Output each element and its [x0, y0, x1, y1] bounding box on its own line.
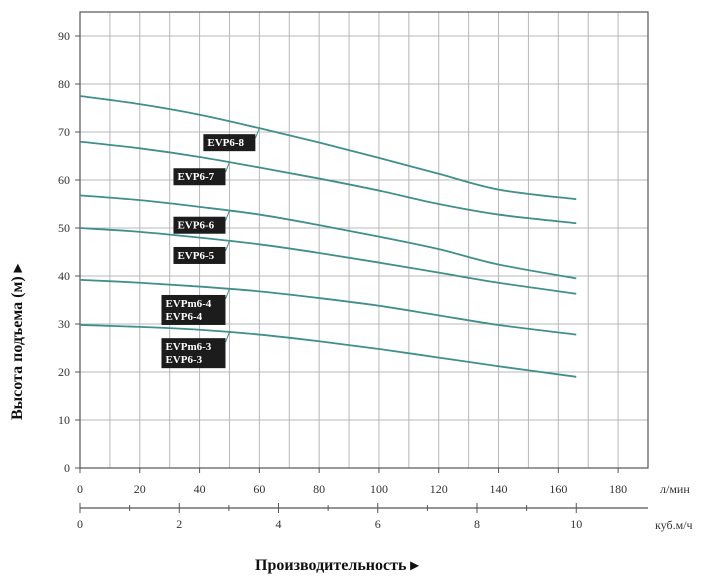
- y-tick-label: 90: [58, 29, 70, 43]
- label-box: [173, 168, 226, 186]
- label-box: [203, 134, 256, 152]
- x-tick-label: 40: [194, 482, 206, 496]
- y-tick-label: 10: [58, 413, 70, 427]
- curve-label-evp6-7: EVP6-7: [173, 162, 230, 186]
- y-tick-label: 70: [58, 125, 70, 139]
- curve-label-evp6-6: EVP6-6: [173, 210, 230, 234]
- label-box: [161, 294, 226, 325]
- y-tick-label: 50: [58, 221, 70, 235]
- label-leader-line: [225, 240, 230, 252]
- x2-tick-label: 0: [77, 517, 83, 531]
- label-leader-line: [225, 331, 230, 343]
- x2-tick-label: 6: [375, 517, 381, 531]
- y-tick-label: 80: [58, 77, 70, 91]
- curve-labels: EVP6-8EVP6-7EVP6-6EVP6-5EVPm6-4EVP6-4EVP…: [161, 127, 260, 369]
- y-tick-label: 40: [58, 269, 70, 283]
- x-axis-primary-ticks: 0 20 40 60 80 100 120 140 160 180: [77, 468, 627, 496]
- curve-label-evp6-5: EVP6-5: [173, 240, 230, 264]
- curve-evp6-5: [79, 227, 577, 295]
- x-axis-secondary: 0 2 4 6 8 10: [77, 503, 648, 531]
- x-tick-label: 180: [609, 482, 627, 496]
- x-tick-label: 20: [134, 482, 146, 496]
- y-tick-label: 30: [58, 317, 70, 331]
- curve-evpm6-4-evp6-4: [79, 278, 577, 336]
- label-text: EVP6-4: [165, 311, 202, 323]
- label-text: EVP6-3: [165, 354, 202, 366]
- curve-label-evp6-8: EVP6-8: [203, 127, 260, 152]
- x-tick-label: 80: [313, 482, 325, 496]
- label-box: [173, 246, 226, 264]
- x-tick-label: 160: [549, 482, 567, 496]
- label-leader-line: [225, 288, 230, 300]
- x2-tick-label: 2: [176, 517, 182, 531]
- curve-evp6-7: [79, 140, 577, 225]
- x-tick-label: 60: [253, 482, 265, 496]
- x-axis-title: Производительность ▸: [255, 557, 419, 574]
- label-box: [161, 338, 226, 369]
- curves: [79, 95, 577, 378]
- label-text: EVPm6-3: [165, 341, 211, 353]
- x-unit-primary: л/мин: [660, 482, 690, 496]
- label-text: EVP6-5: [177, 250, 214, 262]
- label-text: EVP6-6: [177, 220, 214, 232]
- curve-evpm6-3-evp6-3: [79, 324, 577, 378]
- y-axis-ticks: 0 10 20 30 40 50 60 70 80 90: [58, 29, 80, 475]
- curve-evp6-8: [79, 95, 577, 201]
- x-tick-label: 0: [77, 482, 83, 496]
- y-tick-label: 60: [58, 173, 70, 187]
- x2-tick-label: 4: [276, 517, 282, 531]
- grid: [80, 12, 648, 468]
- x2-tick-label: 10: [570, 517, 582, 531]
- label-leader-line: [254, 127, 260, 139]
- curve-evp6-6: [79, 194, 577, 280]
- x-tick-label: 140: [490, 482, 508, 496]
- label-text: EVP6-7: [177, 171, 214, 183]
- plot-frame: [79, 11, 649, 469]
- label-leader-line: [225, 162, 230, 173]
- label-leader-line: [225, 210, 230, 221]
- label-text: EVPm6-4: [165, 298, 211, 310]
- x-tick-label: 120: [430, 482, 448, 496]
- y-axis-title: Высота подъема (м) ▸: [9, 263, 26, 420]
- label-box: [173, 216, 226, 234]
- y-tick-label: 20: [58, 365, 70, 379]
- x2-tick-label: 8: [474, 517, 480, 531]
- x-unit-secondary: куб.м/ч: [655, 518, 693, 532]
- label-text: EVP6-8: [207, 137, 244, 149]
- y-tick-label: 0: [64, 461, 70, 475]
- x-tick-label: 100: [370, 482, 388, 496]
